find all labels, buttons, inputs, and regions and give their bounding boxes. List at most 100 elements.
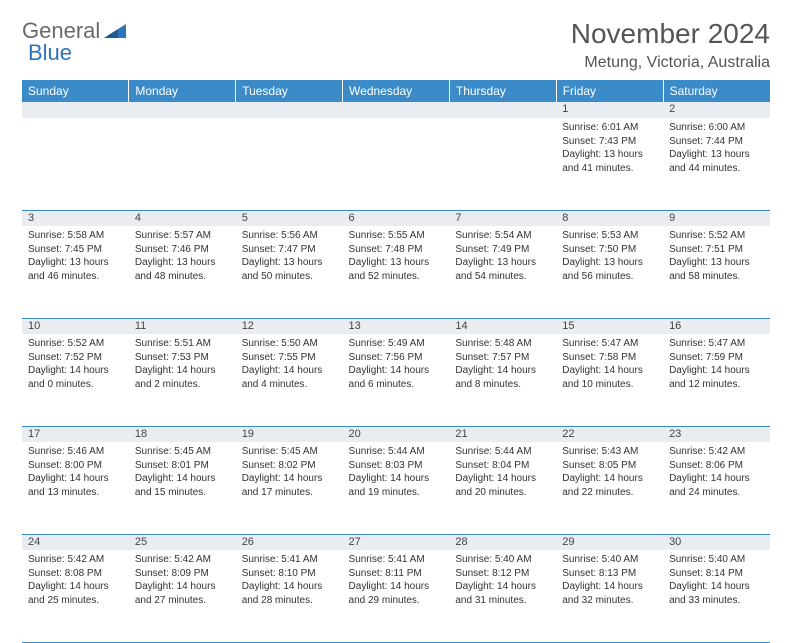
day-cell: Sunrise: 5:44 AMSunset: 8:04 PMDaylight:… <box>449 442 556 534</box>
day-cell-content: Sunrise: 5:45 AMSunset: 8:01 PMDaylight:… <box>129 442 236 502</box>
sunrise-text: Sunrise: 5:47 AM <box>669 337 764 351</box>
day-number-cell: 15 <box>556 318 663 334</box>
daylight-text: Daylight: 13 hours and 46 minutes. <box>28 256 123 283</box>
day-number-cell: 9 <box>663 210 770 226</box>
daylight-text: Daylight: 14 hours and 17 minutes. <box>242 472 337 499</box>
day-cell-content: Sunrise: 5:52 AMSunset: 7:52 PMDaylight:… <box>22 334 129 394</box>
day-number-cell: 23 <box>663 426 770 442</box>
day-content-row: Sunrise: 5:52 AMSunset: 7:52 PMDaylight:… <box>22 334 770 426</box>
day-number-cell <box>129 102 236 118</box>
sunset-text: Sunset: 8:08 PM <box>28 567 123 581</box>
sunrise-text: Sunrise: 5:43 AM <box>562 445 657 459</box>
day-number-row: 24252627282930 <box>22 534 770 550</box>
day-number-cell: 20 <box>343 426 450 442</box>
daylight-text: Daylight: 13 hours and 50 minutes. <box>242 256 337 283</box>
daylight-text: Daylight: 13 hours and 48 minutes. <box>135 256 230 283</box>
day-cell: Sunrise: 5:44 AMSunset: 8:03 PMDaylight:… <box>343 442 450 534</box>
day-cell: Sunrise: 5:43 AMSunset: 8:05 PMDaylight:… <box>556 442 663 534</box>
weekday-header: Wednesday <box>343 80 450 102</box>
day-number-cell: 21 <box>449 426 556 442</box>
day-number-cell <box>236 102 343 118</box>
weekday-header-row: SundayMondayTuesdayWednesdayThursdayFrid… <box>22 80 770 102</box>
day-cell: Sunrise: 5:45 AMSunset: 8:02 PMDaylight:… <box>236 442 343 534</box>
sunrise-text: Sunrise: 5:46 AM <box>28 445 123 459</box>
sunset-text: Sunset: 7:46 PM <box>135 243 230 257</box>
day-cell: Sunrise: 5:49 AMSunset: 7:56 PMDaylight:… <box>343 334 450 426</box>
day-number-cell: 4 <box>129 210 236 226</box>
sunrise-text: Sunrise: 5:40 AM <box>669 553 764 567</box>
day-cell <box>343 118 450 210</box>
sunrise-text: Sunrise: 5:45 AM <box>135 445 230 459</box>
day-number-cell: 6 <box>343 210 450 226</box>
day-cell-content: Sunrise: 5:43 AMSunset: 8:05 PMDaylight:… <box>556 442 663 502</box>
sunset-text: Sunset: 7:55 PM <box>242 351 337 365</box>
day-number-cell: 29 <box>556 534 663 550</box>
sunrise-text: Sunrise: 5:52 AM <box>669 229 764 243</box>
day-number-row: 10111213141516 <box>22 318 770 334</box>
sunrise-text: Sunrise: 5:41 AM <box>242 553 337 567</box>
title-block: November 2024 Metung, Victoria, Australi… <box>571 18 770 72</box>
sunset-text: Sunset: 7:44 PM <box>669 135 764 149</box>
day-cell: Sunrise: 5:47 AMSunset: 7:59 PMDaylight:… <box>663 334 770 426</box>
daylight-text: Daylight: 14 hours and 2 minutes. <box>135 364 230 391</box>
sunrise-text: Sunrise: 5:42 AM <box>669 445 764 459</box>
day-number-cell: 10 <box>22 318 129 334</box>
day-cell-content: Sunrise: 5:57 AMSunset: 7:46 PMDaylight:… <box>129 226 236 286</box>
sunset-text: Sunset: 7:47 PM <box>242 243 337 257</box>
day-number-cell <box>343 102 450 118</box>
sunset-text: Sunset: 7:58 PM <box>562 351 657 365</box>
daylight-text: Daylight: 14 hours and 24 minutes. <box>669 472 764 499</box>
sunset-text: Sunset: 7:51 PM <box>669 243 764 257</box>
day-cell-content: Sunrise: 5:40 AMSunset: 8:13 PMDaylight:… <box>556 550 663 610</box>
day-cell: Sunrise: 5:51 AMSunset: 7:53 PMDaylight:… <box>129 334 236 426</box>
sunrise-text: Sunrise: 5:42 AM <box>135 553 230 567</box>
sunset-text: Sunset: 8:03 PM <box>349 459 444 473</box>
day-cell: Sunrise: 5:45 AMSunset: 8:01 PMDaylight:… <box>129 442 236 534</box>
sunset-text: Sunset: 7:48 PM <box>349 243 444 257</box>
sunset-text: Sunset: 7:56 PM <box>349 351 444 365</box>
sunrise-text: Sunrise: 5:56 AM <box>242 229 337 243</box>
sunset-text: Sunset: 7:49 PM <box>455 243 550 257</box>
daylight-text: Daylight: 13 hours and 41 minutes. <box>562 148 657 175</box>
daylight-text: Daylight: 14 hours and 20 minutes. <box>455 472 550 499</box>
daylight-text: Daylight: 14 hours and 13 minutes. <box>28 472 123 499</box>
day-cell-content: Sunrise: 5:47 AMSunset: 7:58 PMDaylight:… <box>556 334 663 394</box>
daylight-text: Daylight: 14 hours and 25 minutes. <box>28 580 123 607</box>
daylight-text: Daylight: 14 hours and 29 minutes. <box>349 580 444 607</box>
sunset-text: Sunset: 8:12 PM <box>455 567 550 581</box>
sunset-text: Sunset: 7:59 PM <box>669 351 764 365</box>
day-number-cell: 22 <box>556 426 663 442</box>
day-cell: Sunrise: 5:52 AMSunset: 7:51 PMDaylight:… <box>663 226 770 318</box>
logo-blue-line: Blue <box>28 40 72 66</box>
daylight-text: Daylight: 13 hours and 58 minutes. <box>669 256 764 283</box>
weekday-header: Sunday <box>22 80 129 102</box>
day-number-row: 17181920212223 <box>22 426 770 442</box>
day-number-cell: 7 <box>449 210 556 226</box>
day-number-cell: 11 <box>129 318 236 334</box>
day-cell: Sunrise: 5:58 AMSunset: 7:45 PMDaylight:… <box>22 226 129 318</box>
day-cell-content: Sunrise: 5:42 AMSunset: 8:08 PMDaylight:… <box>22 550 129 610</box>
sunset-text: Sunset: 8:13 PM <box>562 567 657 581</box>
day-content-row: Sunrise: 5:46 AMSunset: 8:00 PMDaylight:… <box>22 442 770 534</box>
sunset-text: Sunset: 8:04 PM <box>455 459 550 473</box>
day-cell: Sunrise: 5:53 AMSunset: 7:50 PMDaylight:… <box>556 226 663 318</box>
daylight-text: Daylight: 14 hours and 6 minutes. <box>349 364 444 391</box>
day-cell-content: Sunrise: 5:49 AMSunset: 7:56 PMDaylight:… <box>343 334 450 394</box>
logo-triangle-icon <box>104 20 126 43</box>
day-cell-content: Sunrise: 5:45 AMSunset: 8:02 PMDaylight:… <box>236 442 343 502</box>
sunset-text: Sunset: 8:00 PM <box>28 459 123 473</box>
day-cell: Sunrise: 5:42 AMSunset: 8:09 PMDaylight:… <box>129 550 236 642</box>
page-title: November 2024 <box>571 18 770 50</box>
day-cell-content: Sunrise: 5:41 AMSunset: 8:10 PMDaylight:… <box>236 550 343 610</box>
daylight-text: Daylight: 14 hours and 27 minutes. <box>135 580 230 607</box>
sunset-text: Sunset: 8:11 PM <box>349 567 444 581</box>
sunrise-text: Sunrise: 5:51 AM <box>135 337 230 351</box>
sunset-text: Sunset: 8:09 PM <box>135 567 230 581</box>
day-cell-content: Sunrise: 5:44 AMSunset: 8:03 PMDaylight:… <box>343 442 450 502</box>
day-cell: Sunrise: 5:40 AMSunset: 8:14 PMDaylight:… <box>663 550 770 642</box>
day-number-cell <box>449 102 556 118</box>
day-number-cell: 19 <box>236 426 343 442</box>
day-number-cell: 5 <box>236 210 343 226</box>
sunset-text: Sunset: 7:43 PM <box>562 135 657 149</box>
daylight-text: Daylight: 14 hours and 4 minutes. <box>242 364 337 391</box>
